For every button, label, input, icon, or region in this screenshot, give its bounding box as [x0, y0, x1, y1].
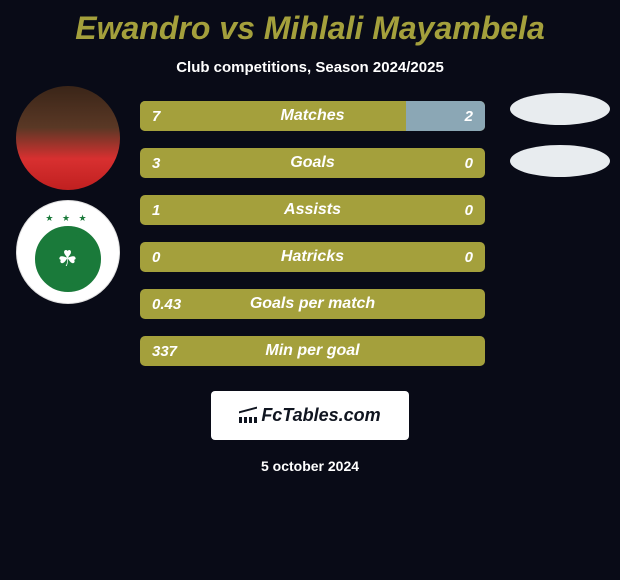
stat-row: Goals per match 0.43: [140, 289, 485, 319]
player-avatar: [16, 86, 120, 190]
bar-right-segment: [406, 101, 485, 131]
avatar-image: [16, 86, 120, 190]
stat-value-right: 0: [465, 155, 473, 172]
bar-left-segment: [140, 101, 406, 131]
stat-label: Hatricks: [281, 248, 344, 266]
right-ovals: [510, 93, 610, 177]
stat-label: Goals: [290, 154, 334, 172]
stat-label: Goals per match: [250, 295, 375, 313]
player-oval-placeholder: [510, 93, 610, 125]
stat-value-left: 7: [152, 108, 160, 125]
stats-bars: Matches72Goals30Assists10Hatricks00Goals…: [140, 101, 485, 366]
stat-value-left: 3: [152, 155, 160, 172]
stat-row: Goals 3 0: [140, 148, 485, 178]
page-title: Ewandro vs Mihlali Mayambela: [20, 10, 600, 47]
stat-label: Assists: [284, 201, 341, 219]
comparison-card: Ewandro vs Mihlali Mayambela Club compet…: [0, 0, 620, 580]
subtitle: Club competitions, Season 2024/2025: [20, 59, 600, 76]
club-shamrock-icon: ☘: [43, 234, 93, 284]
fctables-logo: FcTables.com: [211, 391, 408, 440]
club-circle: ☘: [35, 226, 101, 292]
stat-row: Assists 1 0: [140, 195, 485, 225]
player-oval-placeholder: [510, 145, 610, 177]
chart-icon: [239, 409, 257, 423]
stat-label: Min per goal: [265, 342, 359, 360]
stat-value-left: 337: [152, 343, 177, 360]
club-stars: ★ ★ ★: [45, 213, 89, 224]
stat-label: Matches: [280, 107, 344, 125]
stat-row: Min per goal 337: [140, 336, 485, 366]
stat-value-right: 0: [465, 202, 473, 219]
stat-row: Hatricks 0 0: [140, 242, 485, 272]
stat-value-left: 0.43: [152, 296, 181, 313]
footer: FcTables.com 5 october 2024: [20, 391, 600, 474]
stat-value-left: 0: [152, 249, 160, 266]
left-column: ★ ★ ★ ☘: [10, 86, 125, 304]
logo-text: FcTables.com: [261, 405, 380, 425]
content-area: ★ ★ ★ ☘ Matches72Goals30Assists10Hatrick…: [20, 101, 600, 366]
club-badge: ★ ★ ★ ☘: [16, 200, 120, 304]
stat-value-left: 1: [152, 202, 160, 219]
stat-value-right: 2: [465, 108, 473, 125]
stat-value-right: 0: [465, 249, 473, 266]
stat-row: Matches 7 2: [140, 101, 485, 131]
date: 5 october 2024: [20, 458, 600, 474]
